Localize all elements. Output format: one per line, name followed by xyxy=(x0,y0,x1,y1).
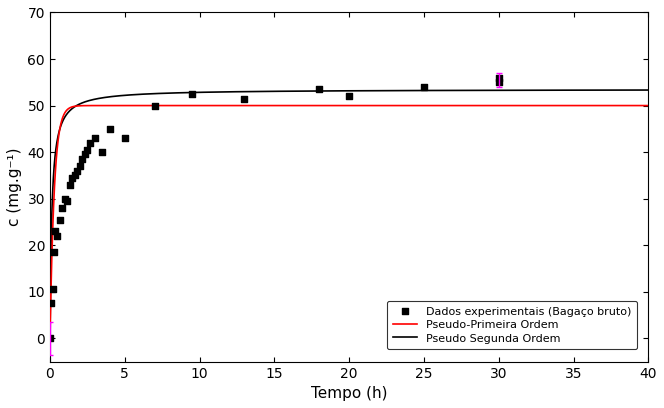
Dados experimentais (Bagaço bruto) xyxy=(72,167,83,174)
Dados experimentais (Bagaço bruto) xyxy=(77,156,88,162)
Dados experimentais (Bagaço bruto) xyxy=(46,300,56,307)
X-axis label: Tempo (h): Tempo (h) xyxy=(311,386,387,401)
Legend: Dados experimentais (Bagaço bruto), Pseudo-Primeira Ordem, Pseudo Segunda Ordem: Dados experimentais (Bagaço bruto), Pseu… xyxy=(387,301,637,349)
Dados experimentais (Bagaço bruto) xyxy=(84,140,95,146)
Pseudo Segunda Ordem xyxy=(76,101,84,106)
Dados experimentais (Bagaço bruto) xyxy=(80,151,90,158)
Pseudo Segunda Ordem xyxy=(517,88,525,93)
Dados experimentais (Bagaço bruto) xyxy=(47,286,58,293)
Dados experimentais (Bagaço bruto) xyxy=(82,146,93,153)
Pseudo Segunda Ordem xyxy=(627,88,635,93)
Dados experimentais (Bagaço bruto) xyxy=(62,198,73,204)
Dados experimentais (Bagaço bruto) xyxy=(52,233,63,239)
Line: Pseudo-Primeira Ordem: Pseudo-Primeira Ordem xyxy=(50,106,648,338)
Dados experimentais (Bagaço bruto) xyxy=(418,84,429,90)
Pseudo Segunda Ordem xyxy=(627,88,635,93)
Pseudo Segunda Ordem xyxy=(321,89,329,93)
Dados experimentais (Bagaço bruto) xyxy=(67,175,78,181)
Pseudo-Primeira Ordem xyxy=(627,103,635,108)
Dados experimentais (Bagaço bruto) xyxy=(120,135,130,142)
Dados experimentais (Bagaço bruto) xyxy=(149,102,160,109)
Dados experimentais (Bagaço bruto) xyxy=(54,216,65,223)
Y-axis label: c (mg.g⁻¹): c (mg.g⁻¹) xyxy=(7,148,22,226)
Dados experimentais (Bagaço bruto) xyxy=(70,172,80,179)
Pseudo-Primeira Ordem xyxy=(644,103,652,108)
Dados experimentais (Bagaço bruto) xyxy=(64,182,75,188)
Pseudo-Primeira Ordem xyxy=(206,103,214,108)
Pseudo-Primeira Ordem xyxy=(517,103,525,108)
Pseudo-Primeira Ordem xyxy=(627,103,635,108)
Pseudo-Primeira Ordem xyxy=(337,103,345,108)
Dados experimentais (Bagaço bruto) xyxy=(50,228,60,235)
Pseudo Segunda Ordem xyxy=(46,336,54,341)
Dados experimentais (Bagaço bruto) xyxy=(60,195,70,202)
Dados experimentais (Bagaço bruto) xyxy=(97,149,108,155)
Dados experimentais (Bagaço bruto) xyxy=(344,93,355,100)
Pseudo-Primeira Ordem xyxy=(46,336,54,341)
Dados experimentais (Bagaço bruto) xyxy=(104,126,115,132)
Dados experimentais (Bagaço bruto) xyxy=(239,95,250,102)
Pseudo Segunda Ordem xyxy=(337,89,345,93)
Dados experimentais (Bagaço bruto) xyxy=(44,335,55,341)
Line: Pseudo Segunda Ordem: Pseudo Segunda Ordem xyxy=(50,90,648,338)
Dados experimentais (Bagaço bruto) xyxy=(493,74,504,81)
Pseudo Segunda Ordem xyxy=(644,88,652,93)
Dados experimentais (Bagaço bruto) xyxy=(57,205,68,211)
Dados experimentais (Bagaço bruto) xyxy=(314,86,325,93)
Dados experimentais (Bagaço bruto) xyxy=(90,135,100,142)
Pseudo-Primeira Ordem xyxy=(76,103,84,108)
Dados experimentais (Bagaço bruto) xyxy=(493,79,504,86)
Dados experimentais (Bagaço bruto) xyxy=(74,163,85,169)
Dados experimentais (Bagaço bruto) xyxy=(187,91,197,97)
Pseudo-Primeira Ordem xyxy=(321,103,329,108)
Dados experimentais (Bagaço bruto) xyxy=(48,249,59,255)
